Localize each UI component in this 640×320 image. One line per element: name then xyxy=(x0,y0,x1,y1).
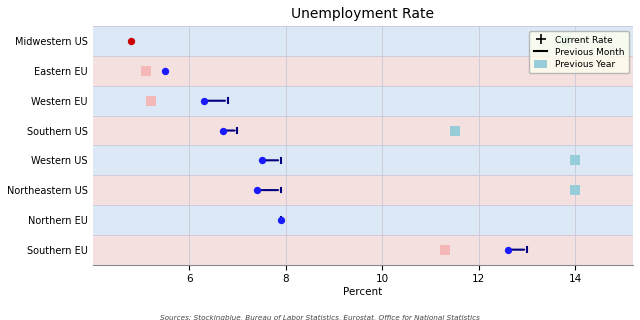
Legend: Current Rate, Previous Month, Previous Year: Current Rate, Previous Month, Previous Y… xyxy=(529,31,628,74)
Point xyxy=(502,247,513,252)
Point xyxy=(570,158,580,163)
Bar xyxy=(93,175,633,205)
Bar xyxy=(93,86,633,116)
Point xyxy=(252,188,262,193)
Point xyxy=(257,158,267,163)
Bar xyxy=(93,26,633,56)
Bar xyxy=(93,56,633,86)
Point xyxy=(276,217,286,222)
Point xyxy=(561,39,571,44)
Bar xyxy=(93,116,633,145)
Point xyxy=(141,68,151,74)
Point xyxy=(145,98,156,103)
Bar xyxy=(93,205,633,235)
Point xyxy=(570,188,580,193)
Bar xyxy=(93,145,633,175)
Text: Sources: Stockingblue, Bureau of Labor Statistics, Eurostat, Office for National: Sources: Stockingblue, Bureau of Labor S… xyxy=(160,315,480,320)
X-axis label: Percent: Percent xyxy=(343,287,383,297)
Point xyxy=(449,128,460,133)
Point xyxy=(198,98,209,103)
Point xyxy=(440,247,450,252)
Point xyxy=(126,39,136,44)
Point xyxy=(160,68,170,74)
Title: Unemployment Rate: Unemployment Rate xyxy=(291,7,435,21)
Point xyxy=(218,128,228,133)
Bar xyxy=(93,235,633,265)
